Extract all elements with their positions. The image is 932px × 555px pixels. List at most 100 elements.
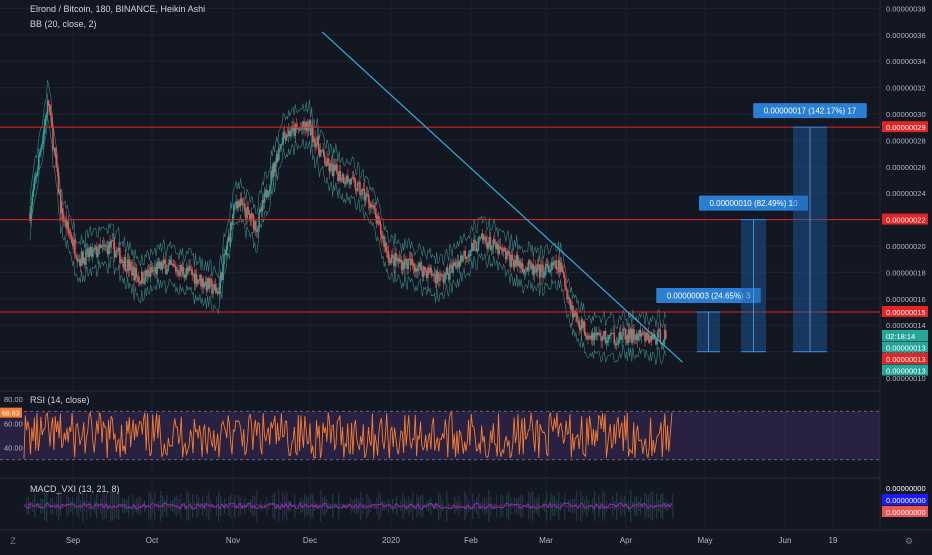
candle-body — [647, 334, 649, 340]
candle-body — [339, 171, 341, 180]
candle-body — [85, 250, 87, 265]
candle-body — [45, 119, 47, 126]
candle-body — [318, 136, 320, 148]
target-label-text: 0.00000010 (82.49%) 10 — [709, 199, 798, 208]
macd-histogram-bar — [256, 490, 257, 521]
candle-body — [478, 238, 480, 251]
macd-histogram-bar — [84, 500, 85, 512]
candle-body — [563, 272, 565, 278]
macd-histogram-bar — [50, 499, 51, 514]
candle-body — [303, 121, 305, 127]
candle-body — [470, 250, 472, 256]
candle-body — [418, 263, 420, 268]
settings-gear-icon[interactable]: ⚙ — [902, 534, 916, 548]
target-label-text: 0.00000017 (142.17%) 17 — [764, 107, 857, 116]
y-tick-label: 0.00000038 — [886, 4, 926, 13]
candle-body — [524, 270, 526, 273]
x-tick-label: Dec — [303, 536, 317, 545]
bb-indicator-label: BB (20, close, 2) — [30, 19, 97, 29]
candle-body — [606, 342, 608, 343]
candle-body — [584, 322, 586, 335]
candle-body — [475, 242, 477, 252]
candle-body — [508, 251, 510, 256]
macd-histogram-bar — [340, 505, 341, 506]
candle-body — [605, 331, 607, 343]
x-tick-label: Mar — [539, 536, 553, 545]
macd-histogram-bar — [396, 496, 397, 515]
x-tick-label: 19 — [829, 536, 838, 545]
macd-indicator-label: MACD_VXI (13, 21, 8) — [30, 484, 120, 494]
candle-body — [447, 268, 449, 275]
macd-histogram-bar — [612, 495, 613, 516]
candle-body — [487, 244, 489, 249]
candle-body — [638, 336, 640, 340]
candle-body — [476, 250, 478, 251]
macd-value-text: 0.00000000 — [886, 508, 926, 517]
price-tag-text: 0.00000013 — [886, 367, 926, 376]
y-tick-label: 0.00000028 — [886, 136, 926, 145]
macd-histogram-bar — [574, 499, 575, 513]
candle-body — [561, 263, 563, 271]
candle-body — [379, 220, 381, 224]
y-tick-label: 0.00000014 — [886, 321, 926, 330]
macd-histogram-bar — [230, 494, 231, 518]
candle-body — [499, 246, 501, 248]
macd-histogram-bar — [444, 506, 445, 507]
candle-body — [190, 269, 192, 270]
candle-body — [125, 257, 127, 270]
macd-histogram-bar — [76, 497, 77, 515]
macd-histogram-bar — [68, 497, 69, 515]
candle-body — [62, 208, 64, 220]
macd-histogram-bar — [446, 491, 447, 522]
macd-histogram-bar — [630, 490, 631, 521]
candle-body — [494, 239, 496, 242]
candle-body — [234, 204, 236, 205]
candle-body — [37, 169, 39, 175]
price-tag-text: 0.00000015 — [886, 308, 926, 317]
candle-body — [48, 101, 50, 106]
candle-body — [396, 260, 398, 261]
candle-body — [173, 264, 175, 265]
candle-body — [308, 125, 310, 131]
candle-body — [225, 250, 227, 255]
candle-body — [578, 321, 580, 328]
candle-body — [168, 263, 170, 265]
macd-histogram-bar — [584, 499, 585, 512]
macd-histogram-bar — [480, 502, 481, 509]
x-tick-label: Jun — [779, 536, 792, 545]
rsi-y-tick: 40.00 — [4, 444, 23, 453]
candle-body — [392, 255, 394, 257]
candle-body — [183, 267, 185, 274]
candle-body — [492, 246, 494, 247]
macd-histogram-bar — [324, 496, 325, 516]
candle-body — [255, 221, 257, 231]
macd-histogram-bar — [42, 499, 43, 512]
macd-histogram-bar — [470, 505, 471, 507]
candle-body — [385, 243, 387, 251]
candle-body — [594, 333, 596, 340]
candle-body — [586, 335, 588, 339]
x-tick-label: Apr — [620, 536, 633, 545]
candle-body — [380, 224, 382, 234]
macd-histogram-bar — [634, 497, 635, 516]
candle-body — [39, 152, 41, 155]
y-tick-label: 0.00000030 — [886, 110, 926, 119]
candle-body — [177, 270, 179, 274]
candle-body — [336, 164, 338, 173]
candle-body — [138, 276, 140, 281]
candle-body — [535, 267, 537, 269]
price-tag-text: 0.00000022 — [886, 216, 926, 225]
candle-body — [68, 221, 70, 229]
candle-body — [117, 250, 119, 251]
macd-histogram-bar — [152, 498, 153, 513]
candle-body — [412, 259, 414, 264]
candle-body — [607, 340, 609, 342]
candle-body — [525, 269, 527, 270]
candle-body — [100, 247, 102, 248]
candle-body — [115, 252, 117, 258]
candle-body — [301, 129, 303, 130]
log-scale-icon[interactable]: Z — [6, 534, 20, 548]
candle-body — [354, 177, 356, 180]
candle-body — [618, 339, 620, 343]
